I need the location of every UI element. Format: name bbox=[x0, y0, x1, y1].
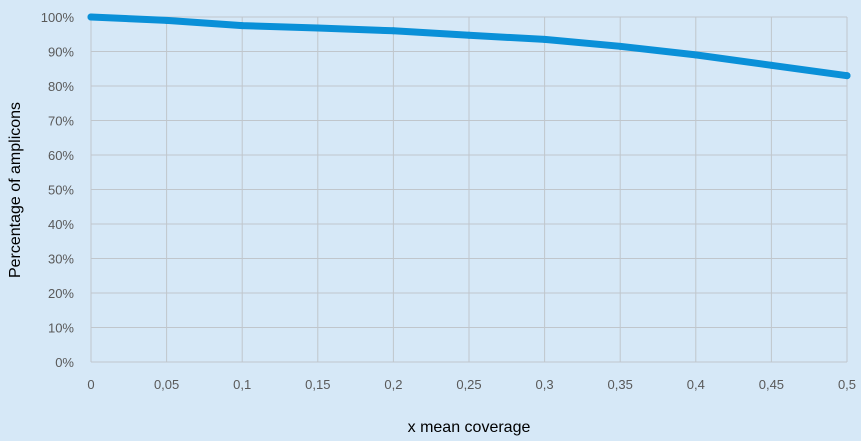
data-point bbox=[314, 24, 322, 32]
data-point bbox=[616, 42, 624, 50]
x-tick-label: 0,05 bbox=[154, 377, 179, 392]
data-point bbox=[692, 51, 700, 59]
y-tick-label: 90% bbox=[48, 45, 74, 60]
x-tick-label: 0,3 bbox=[536, 377, 554, 392]
data-point bbox=[238, 22, 246, 30]
y-tick-label: 60% bbox=[48, 148, 74, 163]
y-tick-label: 40% bbox=[48, 217, 74, 232]
series-layer bbox=[87, 13, 851, 80]
x-axis-title: x mean coverage bbox=[408, 419, 531, 436]
y-tick-label: 70% bbox=[48, 114, 74, 129]
x-tick-label: 0,35 bbox=[608, 377, 633, 392]
x-tick-label: 0,4 bbox=[687, 377, 705, 392]
data-point bbox=[465, 31, 473, 39]
x-tick-label: 0,5 bbox=[838, 377, 856, 392]
y-tick-label: 30% bbox=[48, 252, 74, 267]
data-point bbox=[87, 13, 95, 21]
data-point bbox=[541, 35, 549, 43]
y-tick-label: 80% bbox=[48, 79, 74, 94]
y-tick-label: 100% bbox=[41, 10, 75, 25]
data-point bbox=[389, 27, 397, 35]
grid bbox=[90, 16, 848, 363]
x-axis-ticks: 0 0,05 0,1 0,15 0,2 0,25 0,3 0,35 0,4 0,45 0,5 bbox=[87, 377, 856, 392]
x-tick-label: 0,1 bbox=[233, 377, 251, 392]
y-axis-ticks: 0% 10% 20% 30% 40% 50% 60% 70% 80% 90% 100% bbox=[41, 10, 75, 370]
x-tick-label: 0,25 bbox=[456, 377, 481, 392]
y-tick-label: 50% bbox=[48, 183, 74, 198]
x-tick-label: 0,15 bbox=[305, 377, 330, 392]
data-point bbox=[843, 72, 851, 80]
x-tick-label: 0,45 bbox=[759, 377, 784, 392]
x-tick-label: 0,2 bbox=[384, 377, 402, 392]
y-axis-title: Percentage of amplicons bbox=[7, 102, 24, 278]
data-point bbox=[163, 16, 171, 24]
data-point bbox=[767, 61, 775, 69]
y-tick-label: 10% bbox=[48, 321, 74, 336]
y-tick-label: 20% bbox=[48, 286, 74, 301]
x-tick-label: 0 bbox=[87, 377, 94, 392]
y-tick-label: 0% bbox=[55, 355, 74, 370]
